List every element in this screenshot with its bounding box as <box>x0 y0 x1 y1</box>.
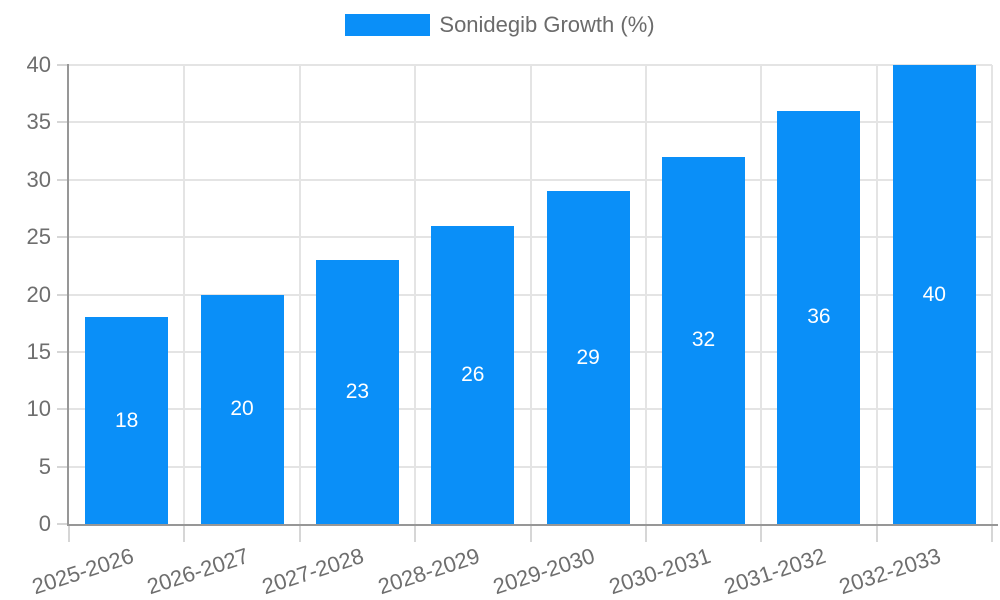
y-axis-tick <box>57 178 67 181</box>
bar <box>777 110 861 524</box>
x-axis-tick <box>68 526 70 542</box>
x-axis-tick <box>644 526 647 542</box>
x-axis-tick <box>183 526 186 542</box>
y-axis-tick-label: 5 <box>38 453 51 479</box>
bar <box>315 260 399 524</box>
gridline-vertical <box>644 65 647 524</box>
bar-value-label: 20 <box>230 397 254 421</box>
legend-label: Sonidegib Growth (%) <box>439 12 655 37</box>
gridline-vertical <box>298 65 301 524</box>
bar <box>546 191 630 524</box>
x-axis-tick <box>760 526 763 542</box>
y-axis-tick-label: 30 <box>26 166 51 192</box>
gridline-vertical <box>414 65 417 524</box>
bar <box>200 294 284 524</box>
y-axis-tick-label: 40 <box>26 52 51 77</box>
y-axis-tick-label: 20 <box>26 281 51 307</box>
y-axis-tick <box>57 350 67 353</box>
y-axis-tick <box>57 236 67 239</box>
y-axis-tick-label: 10 <box>26 396 51 422</box>
bar <box>892 65 976 524</box>
bar-value-label: 18 <box>115 408 139 432</box>
gridline-vertical <box>991 65 993 524</box>
x-axis-tick <box>875 526 878 542</box>
y-axis-tick <box>57 293 67 296</box>
x-axis-tick <box>529 526 532 542</box>
bar-value-label: 40 <box>922 282 946 306</box>
bar <box>85 317 169 524</box>
bar-value-label: 36 <box>807 305 831 329</box>
y-axis-tick <box>57 408 67 411</box>
gridline-vertical <box>529 65 532 524</box>
y-axis-line <box>67 64 69 526</box>
bar-value-label: 32 <box>691 328 716 352</box>
y-axis-tick <box>57 121 67 124</box>
x-axis-tick <box>414 526 417 542</box>
x-axis-line <box>67 524 998 526</box>
y-axis-tick <box>57 465 67 468</box>
x-axis-tick <box>991 526 993 542</box>
gridline-vertical <box>183 65 186 524</box>
y-axis-tick-label: 15 <box>26 338 51 364</box>
y-axis-tick-label: 0 <box>38 511 51 536</box>
bar <box>662 156 746 524</box>
bar-value-label: 26 <box>461 362 485 386</box>
y-axis-tick-label: 25 <box>26 224 51 250</box>
bar-value-label: 23 <box>345 380 370 404</box>
legend-swatch <box>345 14 431 36</box>
x-axis-tick <box>298 526 301 542</box>
legend-item[interactable]: Sonidegib Growth (%) <box>345 12 655 38</box>
gridline-vertical <box>760 65 763 524</box>
bar-value-label: 29 <box>576 345 600 369</box>
y-axis-tick-label: 35 <box>26 109 51 135</box>
gridline-vertical <box>875 65 878 524</box>
legend: Sonidegib Growth (%) <box>0 12 1000 38</box>
y-axis-tick <box>57 64 67 66</box>
bar <box>431 225 515 524</box>
y-axis-tick <box>57 523 67 525</box>
